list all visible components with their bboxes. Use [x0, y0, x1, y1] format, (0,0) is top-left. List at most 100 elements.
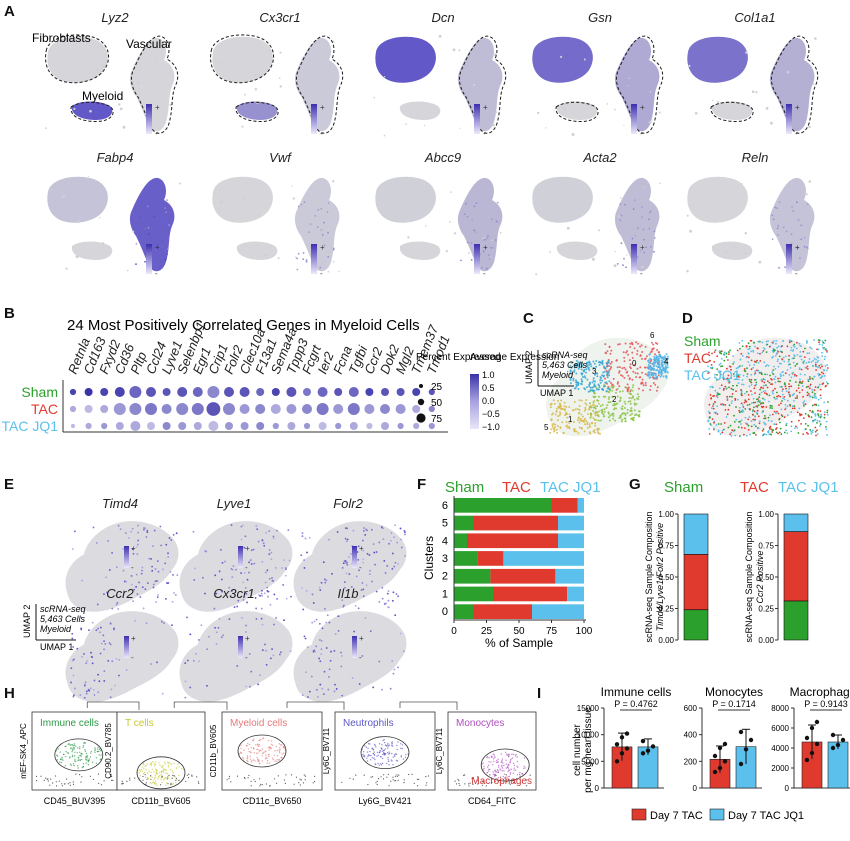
cell-dot — [545, 127, 547, 129]
sample-cell-dot — [812, 364, 814, 367]
flow-event-dot — [155, 783, 157, 785]
cell-dot — [483, 238, 485, 241]
colorbar-plus: + — [245, 544, 250, 553]
sample-cell-dot — [817, 356, 820, 359]
expression-dot — [115, 603, 118, 606]
cluster-cell-dot — [601, 408, 604, 411]
flow-event-dot — [75, 773, 77, 775]
expression-dot — [163, 622, 165, 624]
flow-event-dot — [149, 763, 151, 765]
dotplot-dot — [100, 405, 109, 413]
flow-event-dot — [427, 775, 430, 777]
expression-dot — [255, 607, 258, 610]
sample-cell-dot — [807, 361, 810, 363]
flow-event-dot — [482, 784, 484, 786]
panel-label-e: E — [4, 476, 14, 493]
flow-event-dot — [487, 766, 489, 768]
sample-cell-dot — [826, 382, 829, 385]
sample-cell-dot — [773, 396, 776, 399]
sample-cell-dot — [716, 368, 719, 370]
dotplot-dot — [162, 422, 171, 430]
sample-cell-dot — [798, 367, 801, 369]
cluster-cell-dot — [573, 400, 576, 403]
expression-dot — [321, 687, 324, 690]
flow-event-dot — [261, 755, 263, 757]
sample-cell-dot — [792, 361, 795, 364]
expression-dot — [269, 657, 272, 660]
sample-cell-dot — [778, 362, 781, 365]
vascular-cluster — [457, 177, 503, 272]
cluster-cell-dot — [626, 386, 629, 389]
expression-dot — [155, 601, 158, 603]
cluster-cell-dot — [605, 362, 608, 365]
umap-cloud: +- — [532, 35, 664, 138]
cell-dot — [162, 240, 164, 243]
composition-bar-segment — [454, 498, 552, 513]
cluster-cell-dot — [610, 366, 613, 369]
sample-cell-dot — [725, 378, 728, 381]
expression-colorbar: +- — [786, 103, 800, 138]
sample-cell-dot — [813, 394, 816, 397]
flow-event-dot — [411, 773, 413, 775]
composition-bar-segment — [555, 568, 584, 584]
sample-cell-dot — [819, 388, 822, 391]
flow-event-dot — [256, 757, 258, 759]
colorbar-gradient — [238, 546, 243, 568]
flow-event-dot — [153, 782, 155, 784]
sample-cell-dot — [793, 392, 795, 395]
sample-cell-dot — [805, 362, 808, 364]
expression-dot — [344, 537, 347, 540]
flow-event-dot — [257, 749, 259, 751]
cluster-cell-dot — [636, 367, 639, 370]
flow-event-dot — [166, 782, 168, 784]
flow-event-dot — [278, 749, 280, 751]
expression-dot — [362, 530, 365, 532]
expression-dot — [301, 532, 304, 535]
flow-event-dot — [171, 783, 174, 786]
cluster-cell-dot — [591, 404, 594, 407]
flow-event-dot — [486, 756, 488, 759]
flow-event-dot — [142, 775, 144, 778]
cluster-cell-dot — [623, 360, 626, 363]
cluster-cell-dot — [664, 360, 667, 363]
umap-cloud — [293, 611, 407, 702]
expression-dot — [283, 619, 285, 622]
expression-dot — [269, 603, 272, 606]
sample-cell-dot — [788, 385, 791, 388]
expression-dot — [102, 634, 105, 637]
flow-event-dot — [397, 779, 399, 781]
flow-event-dot — [175, 777, 177, 779]
sample-cell-dot — [816, 422, 818, 424]
dotplot-dot — [347, 403, 360, 415]
expression-colorbar: +- — [786, 243, 800, 278]
cluster-cell-dot — [604, 385, 606, 388]
cluster-cell-dot — [586, 421, 589, 424]
sample-cell-dot — [808, 387, 811, 390]
expression-dot — [264, 643, 266, 646]
sample-cell-dot — [799, 373, 802, 376]
flow-event-dot — [197, 781, 200, 783]
flow-event-dot — [134, 777, 136, 779]
expression-dot — [366, 552, 369, 555]
cell-dot — [243, 197, 247, 200]
expression-dot — [97, 627, 100, 630]
expression-dot — [313, 620, 316, 623]
cluster-cell-dot — [621, 408, 624, 411]
sample-cell-dot — [763, 417, 766, 420]
cluster-cell-dot — [621, 418, 624, 421]
cell-dot — [327, 231, 329, 234]
cell-dot — [87, 175, 90, 177]
sample-cell-dot — [779, 373, 782, 376]
cluster-cell-dot — [644, 373, 647, 376]
expression-dot — [378, 601, 381, 603]
cell-dot — [496, 220, 498, 223]
cluster-cell-dot — [580, 426, 583, 429]
dotplot-dot — [100, 388, 109, 396]
flow-event-dot — [71, 755, 74, 758]
umap-cloud: +- — [375, 176, 503, 278]
sample-cell-dot — [790, 425, 793, 428]
sample-cell-dot — [772, 373, 774, 375]
sample-cell-dot — [721, 376, 724, 379]
cluster-cell-dot — [553, 402, 556, 405]
flow-event-dot — [472, 783, 474, 785]
